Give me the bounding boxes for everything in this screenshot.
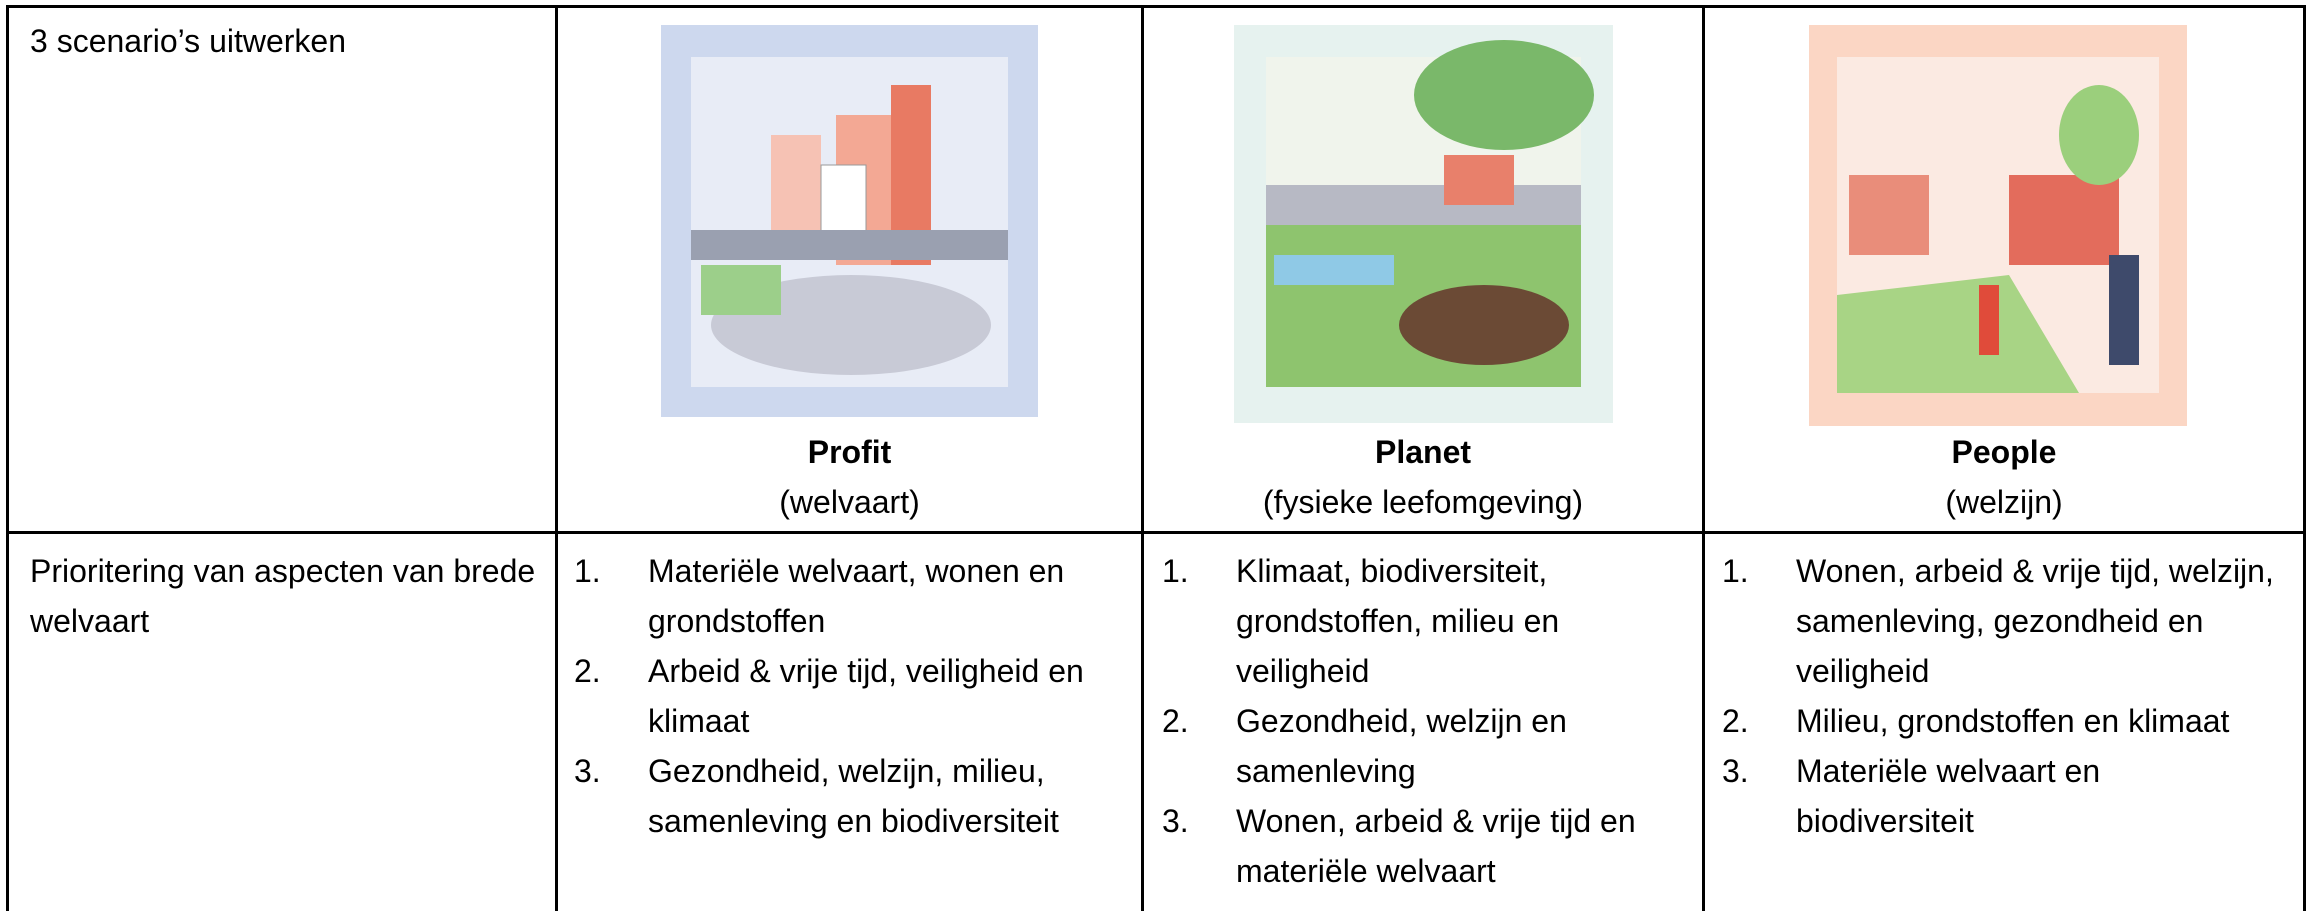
row-label: 3 scenario’s uitwerken	[30, 16, 540, 66]
item-number: 1.	[574, 546, 601, 596]
item-text: Klimaat, biodiversiteit, grondstoffen, m…	[1236, 546, 1701, 696]
scenario-subtitle: (welzijn)	[1705, 477, 2303, 527]
planet-illustration	[1234, 25, 1613, 423]
item-text: Materiële welvaart en biodiversiteit	[1796, 746, 2286, 846]
scenario-title: Planet	[1144, 427, 1702, 477]
item-number: 2.	[1162, 696, 1189, 746]
scenario-subtitle: (welvaart)	[558, 477, 1141, 527]
item-text: Gezondheid, welzijn en samenleving	[1236, 696, 1701, 796]
scenario-title: Profit	[558, 427, 1141, 477]
border	[6, 531, 2306, 534]
border	[6, 5, 2306, 8]
border	[6, 5, 9, 911]
item-number: 3.	[1162, 796, 1189, 846]
page: {"table": { "header_row": { "label": "3 …	[0, 0, 2310, 911]
scenario-title: People	[1705, 427, 2303, 477]
item-number: 1.	[1162, 546, 1189, 596]
item-text: Arbeid & vrije tijd, veiligheid en klima…	[648, 646, 1128, 746]
item-number: 2.	[1722, 696, 1749, 746]
border	[2303, 5, 2306, 911]
row-label: Prioritering van aspecten van brede welv…	[30, 546, 550, 646]
item-number: 3.	[1722, 746, 1749, 796]
item-text: Milieu, grondstoffen en klimaat	[1796, 696, 2286, 746]
item-text: Materiële welvaart, wonen en grondstoffe…	[648, 546, 1128, 646]
profit-illustration	[661, 25, 1038, 417]
item-number: 1.	[1722, 546, 1749, 596]
item-text: Wonen, arbeid & vrije tijd en materiële …	[1236, 796, 1701, 896]
people-illustration	[1809, 25, 2187, 426]
item-number: 3.	[574, 746, 601, 796]
item-text: Gezondheid, welzijn, milieu, samenleving…	[648, 746, 1128, 846]
item-number: 2.	[574, 646, 601, 696]
scenario-subtitle: (fysieke leefomgeving)	[1144, 477, 1702, 527]
item-text: Wonen, arbeid & vrije tijd, welzijn, sam…	[1796, 546, 2286, 696]
